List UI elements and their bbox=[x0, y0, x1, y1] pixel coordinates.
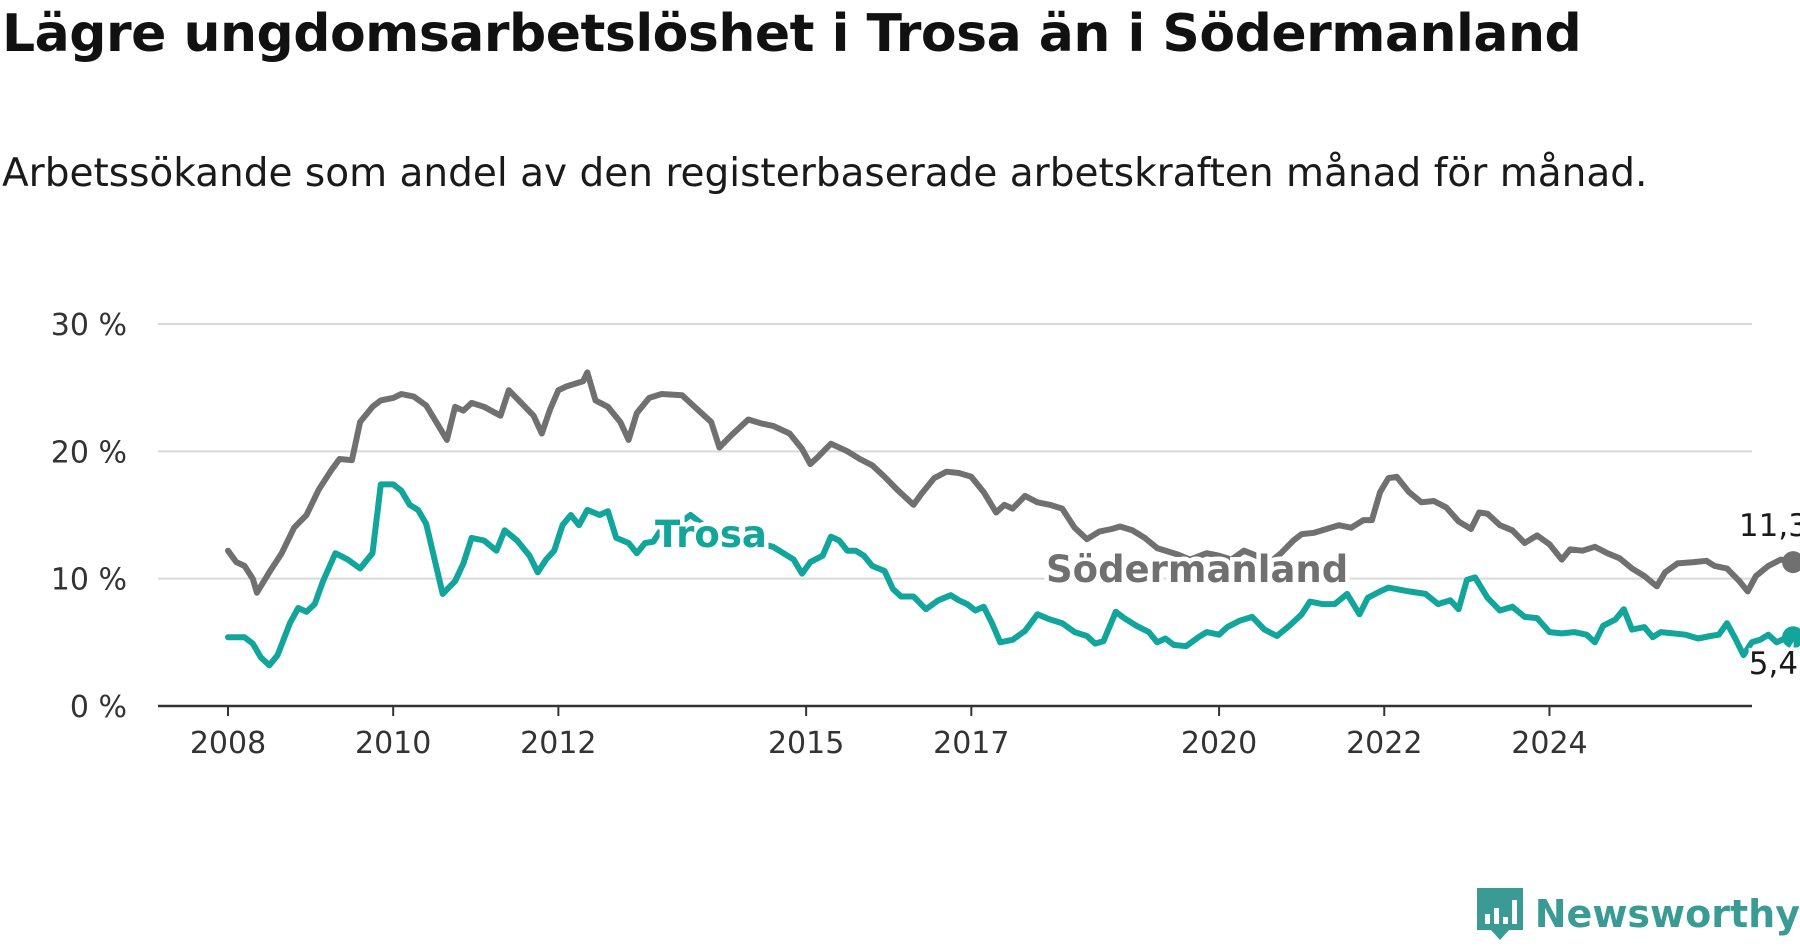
brand-logo: Newsworthy bbox=[1475, 886, 1800, 942]
x-axis: 2008 2010 2012 2015 2017 2020 2022 2024 bbox=[158, 704, 1752, 761]
chart-title: Lägre ungdomsarbetslöshet i Trosa än i S… bbox=[2, 4, 1582, 64]
y-tick-label: 0 % bbox=[70, 690, 127, 725]
y-axis-ticks: 0 % 10 % 20 % 30 % bbox=[51, 308, 127, 725]
series-labels: 11,3 % Södermanland 5,4 % Trosa bbox=[651, 505, 1800, 686]
end-value-label-s-dermanland: 11,3 % bbox=[1739, 508, 1800, 544]
series-end-point-trosa bbox=[1782, 626, 1800, 649]
x-tick-label: 2012 bbox=[520, 726, 596, 761]
grid-lines bbox=[158, 323, 1752, 580]
series-end-point-s-dermanland bbox=[1782, 551, 1800, 574]
series-name-label-s-dermanland: Södermanland bbox=[1046, 548, 1348, 591]
y-tick-label: 20 % bbox=[51, 435, 127, 470]
newsworthy-chart-icon bbox=[1476, 888, 1523, 940]
x-tick-label: 2017 bbox=[933, 726, 1009, 761]
x-tick-label: 2024 bbox=[1511, 726, 1587, 761]
chart-subtitle: Arbetssökande som andel av den registerb… bbox=[2, 151, 1648, 196]
end-value-label-trosa: 5,4 % bbox=[1749, 646, 1800, 682]
x-tick-label: 2020 bbox=[1181, 726, 1257, 761]
series-line-trosa bbox=[225, 481, 1797, 669]
x-tick-label: 2022 bbox=[1346, 726, 1422, 761]
x-tick-label: 2010 bbox=[355, 726, 431, 761]
brand-name: Newsworthy bbox=[1534, 892, 1800, 936]
series-name-label-trosa: Trosa bbox=[655, 513, 767, 556]
series-group bbox=[225, 369, 1800, 669]
y-tick-label: 30 % bbox=[51, 308, 127, 343]
series-line-s-dermanland bbox=[225, 369, 1797, 596]
x-tick-label: 2015 bbox=[768, 726, 844, 761]
y-tick-label: 10 % bbox=[51, 563, 127, 598]
x-tick-label: 2008 bbox=[190, 726, 266, 761]
